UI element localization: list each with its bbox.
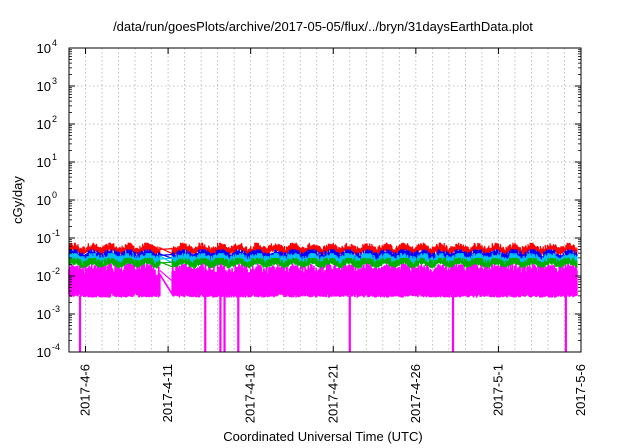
y-tick-label-base: 10	[37, 231, 51, 246]
y-tick-label: 10 0	[37, 190, 57, 208]
series-gap-connector	[159, 248, 173, 251]
x-tick-label: 2017-5-6	[573, 364, 588, 416]
y-tick-label-base: 10	[37, 269, 51, 284]
x-tick-label: 2017-4-6	[78, 364, 93, 416]
series-line	[68, 242, 578, 256]
y-tick-label: 10 -1	[37, 228, 60, 246]
y-tick-label-exponent: -1	[52, 228, 60, 238]
y-tick-label: 10 3	[37, 76, 57, 94]
y-tick-label-base: 10	[37, 193, 51, 208]
y-tick-label-exponent: 4	[52, 38, 57, 48]
y-tick-label-base: 10	[37, 345, 51, 360]
y-tick-label: 10 1	[37, 152, 57, 170]
grid	[69, 48, 581, 352]
chart-title: /data/run/goesPlots/archive/2017-05-05/f…	[113, 19, 533, 34]
y-tick-label-exponent: -3	[52, 304, 60, 314]
y-tick-label: 10 -2	[37, 266, 60, 284]
y-tick-label-exponent: -2	[52, 266, 60, 276]
y-tick-label-base: 10	[37, 117, 51, 132]
x-tick-label: 2017-4-11	[160, 364, 175, 422]
y-tick-label-exponent: -4	[52, 342, 60, 352]
y-tick-label-exponent: 2	[52, 114, 57, 124]
y-tick-label-exponent: 3	[52, 76, 57, 86]
y-tick-label: 10 2	[37, 114, 57, 132]
y-axis-label: cGy/day	[10, 176, 25, 224]
x-tick-label: 2017-4-16	[243, 364, 258, 423]
x-tick-label: 2017-4-21	[325, 364, 340, 423]
x-axis: 2017-4-6 2017-4-11 2017-4-16 2017-4-21 2017-…	[78, 48, 588, 423]
series-gap-connector	[159, 257, 173, 260]
series-gap-connector	[159, 269, 173, 282]
y-tick-label: 10 4	[37, 38, 57, 56]
y-tick-label: 10 -3	[37, 304, 60, 322]
series-line	[68, 263, 578, 298]
y-tick-label-base: 10	[37, 307, 51, 322]
y-tick-label: 10 -4	[37, 342, 60, 360]
y-tick-label-base: 10	[37, 155, 51, 170]
x-axis-label: Coordinated Universal Time (UTC)	[223, 429, 422, 444]
x-tick-label: 2017-4-26	[408, 364, 423, 423]
series-gap-connector	[159, 253, 173, 256]
series-line	[68, 257, 578, 270]
y-tick-label-exponent: 0	[52, 190, 57, 200]
series-layer	[68, 242, 578, 352]
y-tick-label-base: 10	[37, 41, 51, 56]
y-tick-label-base: 10	[37, 79, 51, 94]
y-tick-label-exponent: 1	[52, 152, 57, 162]
series-gap-connector	[159, 261, 173, 264]
x-tick-label: 2017-5-1	[490, 364, 505, 416]
